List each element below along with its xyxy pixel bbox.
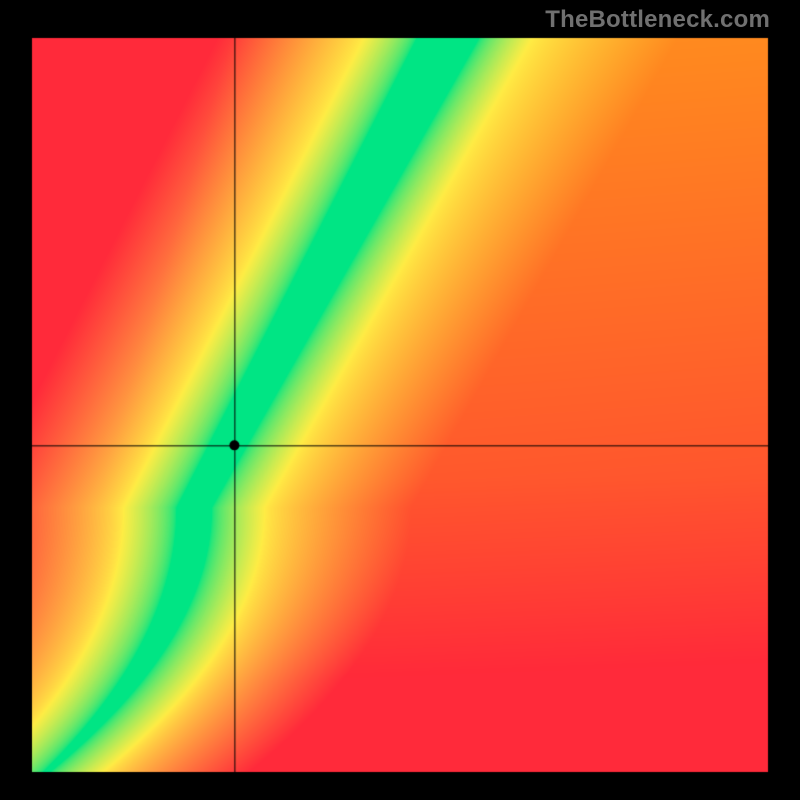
watermark-text: TheBottleneck.com: [545, 6, 770, 34]
bottleneck-heatmap: [0, 0, 800, 800]
